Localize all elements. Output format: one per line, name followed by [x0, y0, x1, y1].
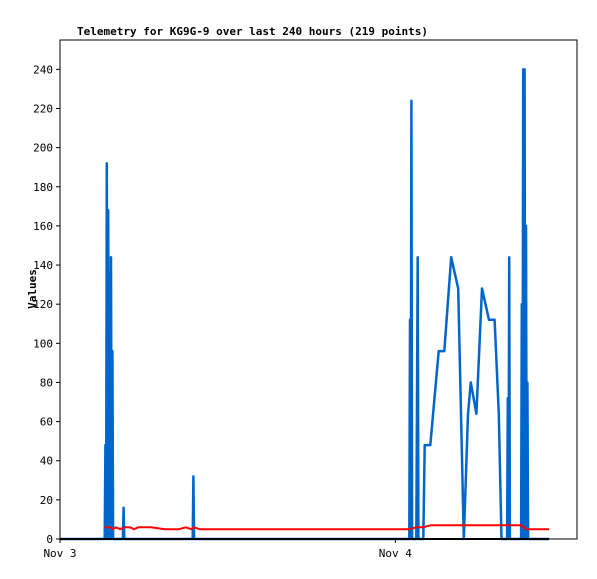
y-tick-label: 120 — [33, 298, 53, 311]
y-tick-label: 40 — [40, 455, 53, 468]
x-axis-ticks: Nov 3 Nov 4 — [43, 539, 412, 560]
y-axis-ticks: 0 20 40 60 80 100 120 140 160 180 200 220 240 — [33, 63, 60, 546]
y-tick-label: 100 — [33, 337, 53, 350]
chart-title: Telemetry for KG9G-9 over last 240 hours… — [77, 25, 428, 38]
y-tick-label: 160 — [33, 220, 53, 233]
y-tick-label: 220 — [33, 102, 53, 115]
y-tick-label: 180 — [33, 181, 53, 194]
y-axis-label: Values — [26, 269, 39, 309]
x-tick-label: Nov 4 — [379, 547, 412, 560]
y-tick-label: 20 — [40, 494, 53, 507]
plot-frame — [59, 39, 578, 540]
series-line-2 — [104, 524, 550, 531]
y-tick-label: 240 — [33, 63, 53, 76]
series-layer — [60, 68, 550, 541]
y-tick-label: 0 — [46, 533, 53, 546]
x-tick-label: Nov 3 — [43, 547, 76, 560]
y-tick-label: 140 — [33, 259, 53, 272]
y-tick-label: 80 — [40, 376, 53, 389]
y-tick-label: 200 — [33, 142, 53, 155]
series-line-1 — [60, 68, 550, 541]
y-tick-label: 60 — [40, 416, 53, 429]
